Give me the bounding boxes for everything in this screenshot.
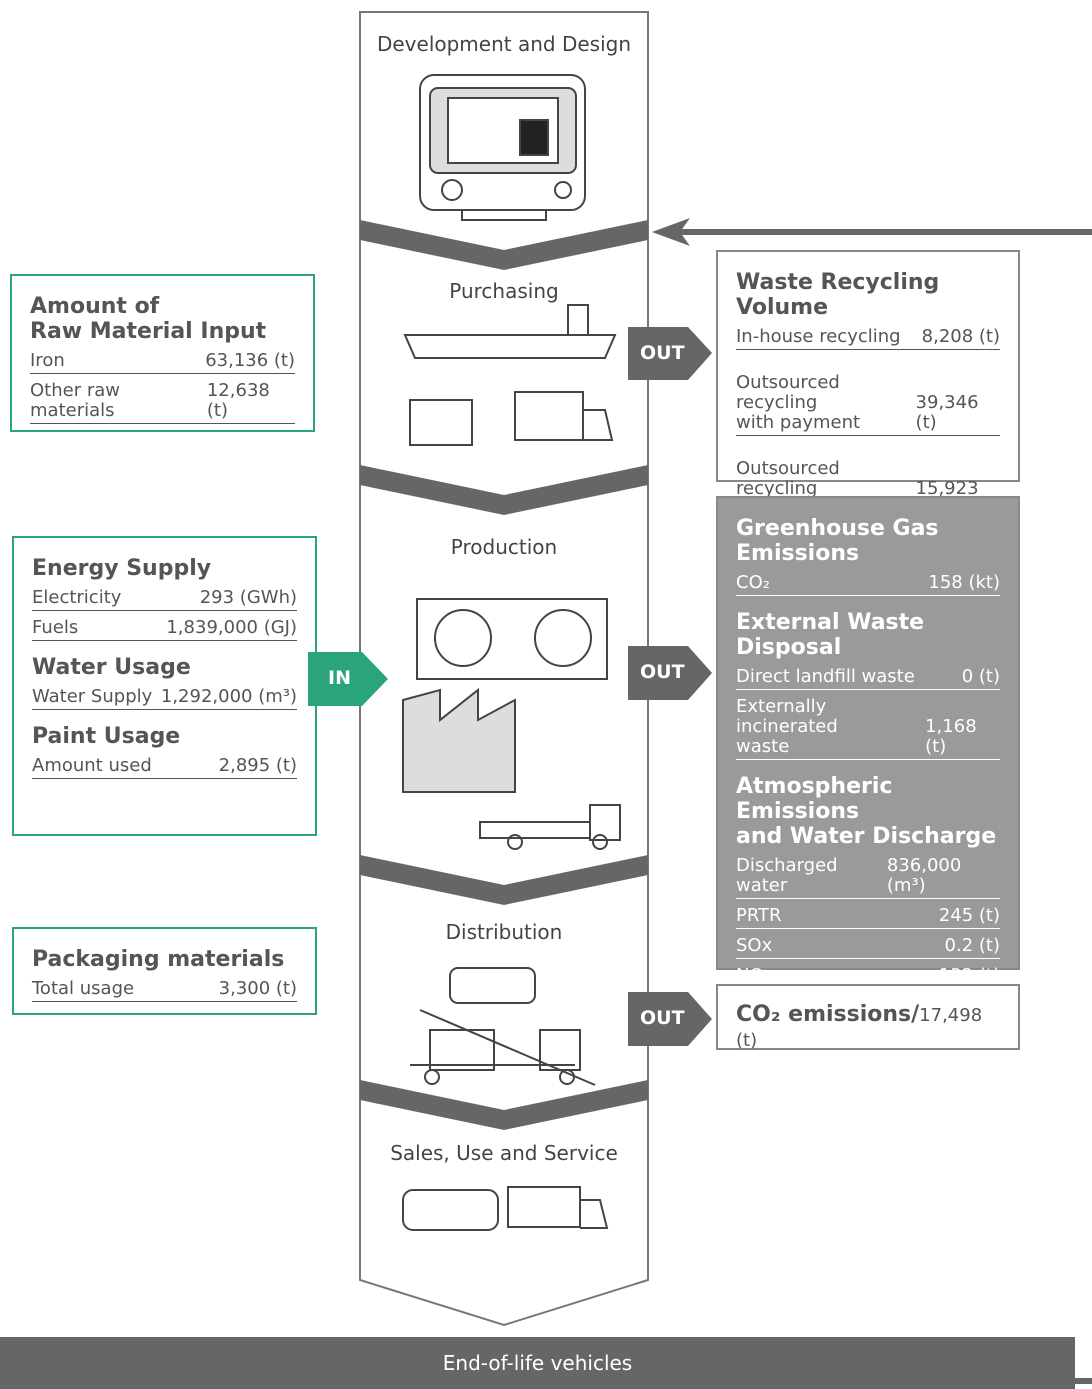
in-label: IN — [328, 667, 351, 689]
summary-title: CO₂ emissions/ — [736, 1002, 919, 1027]
row-label: In-house recycling — [736, 327, 901, 347]
row-label: Electricity — [32, 588, 121, 608]
data-row: Amount used 2,895 (t) — [32, 749, 297, 779]
row-label: PRTR — [736, 906, 782, 926]
section-title: Greenhouse Gas Emissions — [736, 516, 1000, 566]
row-value: 836,000 (m³) — [887, 856, 1000, 896]
row-label: Fuels — [32, 618, 78, 638]
stage-label: Distribution — [360, 920, 648, 944]
row-label: Water Supply — [32, 687, 152, 707]
end-of-life-label: End-of-life vehicles — [0, 1337, 1075, 1389]
row-value: 245 (t) — [939, 906, 1000, 926]
section-title: Paint Usage — [32, 724, 297, 749]
page: Development and Design Purchasing Producti… — [0, 0, 1092, 1389]
row-value: 3,300 (t) — [219, 979, 297, 999]
row-label: Other raw materials — [30, 381, 207, 421]
data-row: Electricity 293 (GWh) — [32, 581, 297, 611]
row-label: CO₂ — [736, 573, 770, 593]
row-label: Iron — [30, 351, 65, 371]
row-value: 63,136 (t) — [205, 351, 295, 371]
row-value: 0.2 (t) — [945, 936, 1000, 956]
row-value: 8,208 (t) — [922, 327, 1000, 347]
row-value: 39,346 (t) — [916, 393, 1000, 433]
section-title: Waste Recycling Volume — [736, 270, 1000, 320]
data-row: Total usage 3,300 (t) — [32, 972, 297, 1002]
row-label: NOx — [736, 966, 774, 986]
data-row: Iron 63,136 (t) — [30, 344, 295, 374]
stage-label: Development and Design — [360, 32, 648, 56]
data-row: Water Supply 1,292,000 (m³) — [32, 680, 297, 710]
stage-label: Production — [360, 535, 648, 559]
row-value: 0 (t) — [962, 667, 1000, 687]
stage-label: Sales, Use and Service — [360, 1141, 648, 1165]
row-value: 1,839,000 (GJ) — [166, 618, 297, 638]
section-title: Energy Supply — [32, 556, 297, 581]
row-value: 1,292,000 (m³) — [161, 687, 297, 707]
data-row: SOx 0.2 (t) — [736, 929, 1000, 959]
section-title: Atmospheric Emissions and Water Discharg… — [736, 774, 1000, 849]
row-value: 1,168 (t) — [925, 717, 1000, 757]
row-label: Amount used — [32, 756, 152, 776]
stage-label: Purchasing — [360, 279, 648, 303]
row-label: Discharged water — [736, 856, 887, 896]
input-box: Packaging materials Total usage 3,300 (t) — [12, 927, 317, 1015]
section-title: Packaging materials — [32, 947, 297, 972]
data-row: PRTR 245 (t) — [736, 899, 1000, 929]
output-box: CO₂ emissions/17,498 (t) — [716, 984, 1020, 1050]
section-title: External Waste Disposal — [736, 610, 1000, 660]
row-label: Direct landfill waste — [736, 667, 915, 687]
data-row: Fuels 1,839,000 (GJ) — [32, 611, 297, 641]
row-label: Total usage — [32, 979, 134, 999]
footer-tab — [1075, 1378, 1092, 1384]
row-label: Outsourced recycling with payment — [736, 373, 916, 433]
data-row: CO₂ 158 (kt) — [736, 566, 1000, 596]
row-label: Externally incinerated waste — [736, 697, 925, 757]
return-arrow — [652, 218, 1092, 246]
row-value: 158 (kt) — [928, 573, 1000, 593]
section-title: Water Usage — [32, 655, 297, 680]
row-value: 2,895 (t) — [219, 756, 297, 776]
row-value: 293 (GWh) — [200, 588, 297, 608]
data-row: In-house recycling 8,208 (t) — [736, 320, 1000, 350]
out-label: OUT — [640, 1007, 685, 1029]
section-title: Amount of Raw Material Input — [30, 294, 295, 344]
summary-line: CO₂ emissions/17,498 (t) — [736, 1002, 1000, 1052]
data-row: Direct landfill waste 0 (t) — [736, 660, 1000, 690]
out-label: OUT — [640, 661, 685, 683]
input-box: Energy Supply Electricity 293 (GWh) Fuels 1,… — [12, 536, 317, 836]
row-label: SOx — [736, 936, 772, 956]
row-value: 132 (t) — [939, 966, 1000, 986]
output-box: Greenhouse Gas Emissions CO₂ 158 (kt) Exter… — [716, 496, 1020, 970]
input-box: Amount of Raw Material Input Iron 63,136 (… — [10, 274, 315, 432]
out-label: OUT — [640, 342, 685, 364]
row-value: 12,638 (t) — [207, 381, 295, 421]
